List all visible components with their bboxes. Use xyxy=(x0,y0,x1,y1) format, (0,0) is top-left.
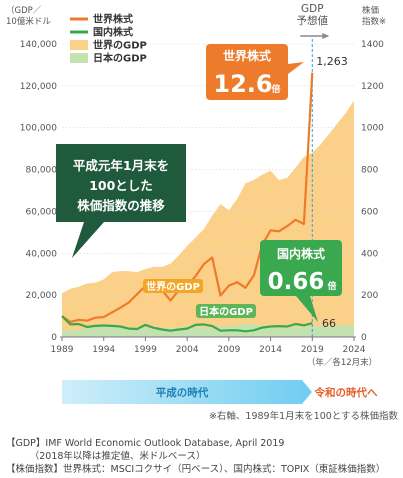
legend-label: 国内株式 xyxy=(93,26,133,39)
index-note-box xyxy=(56,144,186,258)
right-tick-label: 800 xyxy=(361,166,378,176)
world-stock-callout-title: 世界株式 xyxy=(223,48,271,63)
right-tick-label: 1000 xyxy=(361,124,384,134)
x-axis-unit: （年／各12月末） xyxy=(307,357,377,368)
x-tick-label: 2024 xyxy=(343,345,366,355)
world-gdp-label-bg xyxy=(143,279,203,293)
index-note-text: 平成元年1月末を 100とした株価指数の推移 xyxy=(73,158,169,213)
legend-label: 世界のGDP xyxy=(93,39,147,52)
right-tick-label: 600 xyxy=(361,207,378,217)
right-tick-label: 1400 xyxy=(361,40,384,50)
right-tick-label: 0 xyxy=(361,333,367,343)
heisei-era-label: 平成の時代 xyxy=(156,386,209,399)
heisei-era-arrow xyxy=(62,380,312,404)
japan-gdp-area xyxy=(62,324,354,337)
right-tick-label: 400 xyxy=(361,249,378,259)
left-tick-label: 140,000 xyxy=(20,40,57,50)
domestic-stock-end-value: 66 xyxy=(322,317,336,330)
left-axis-unit: （GDP／ 10億米ドル xyxy=(6,5,51,27)
right-tick-label: 1200 xyxy=(361,82,384,92)
legend-swatch xyxy=(70,40,88,50)
left-tick-label: 20,000 xyxy=(26,291,58,301)
domestic-stock-callout-box xyxy=(260,240,342,296)
x-tick-label: 2019 xyxy=(301,345,324,355)
x-tick-label: 2009 xyxy=(217,345,240,355)
domestic-stock-callout-title: 国内株式 xyxy=(277,246,325,261)
footer-source-gdp: 【GDP】IMF World Economic Outlook Database… xyxy=(6,438,285,449)
x-tick-label: 2004 xyxy=(176,345,199,355)
left-tick-label: 120,000 xyxy=(20,82,57,92)
domestic-stock-callout-value: 0.66 xyxy=(268,269,325,295)
world-gdp-label: 世界のGDP xyxy=(146,280,200,293)
domestic-stock-callout-unit: 倍 xyxy=(327,280,336,292)
world-stock-callout-value: 12.6 xyxy=(213,70,272,98)
world-stock-callout-tail xyxy=(288,62,304,74)
left-tick-label: 0 xyxy=(51,333,57,343)
axis-note: ※右軸、1989年1月末を100とする株価指数 xyxy=(209,410,399,422)
world-stock-callout-box xyxy=(206,44,288,100)
japan-gdp-label-bg xyxy=(196,304,256,318)
footer-source-index: 【株価指数】世界株式：MSCIコクサイ（円ベース）、国内株式：TOPIX（東証株… xyxy=(6,464,386,475)
domestic-stock-callout-tail xyxy=(296,296,318,322)
left-tick-label: 80,000 xyxy=(26,166,58,176)
right-axis-unit: 株価指数※ xyxy=(362,5,386,27)
x-tick-label: 1994 xyxy=(92,345,115,355)
right-tick-label: 200 xyxy=(361,291,378,301)
forecast-arrow xyxy=(322,33,330,39)
left-tick-label: 40,000 xyxy=(26,249,58,259)
japan-gdp-label: 日本のGDP xyxy=(199,305,253,318)
legend-label: 日本のGDP xyxy=(93,52,147,65)
x-tick-label: 1989 xyxy=(51,345,74,355)
forecast-label: GDP 予想値 xyxy=(297,3,329,27)
x-tick-label: 2014 xyxy=(259,345,282,355)
x-tick-label: 1999 xyxy=(134,345,157,355)
world-stock-end-value: 1,263 xyxy=(316,55,348,68)
legend-swatch xyxy=(70,53,88,63)
left-tick-label: 60,000 xyxy=(26,207,58,217)
reiwa-era-label: 令和の時代へ xyxy=(314,386,378,399)
domestic-stock-line xyxy=(61,315,313,333)
world-stock-callout-unit: 倍 xyxy=(271,83,280,95)
legend-label: 世界株式 xyxy=(93,13,133,26)
footer-source-gdp-note: （2018年以降は推定値、米ドルベース） xyxy=(6,451,206,462)
world-stock-end-bg xyxy=(314,53,350,68)
left-tick-label: 100,000 xyxy=(20,124,57,134)
